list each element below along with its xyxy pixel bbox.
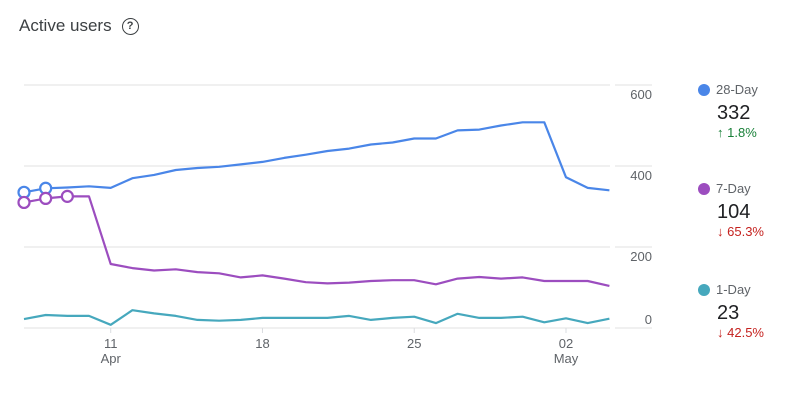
legend-label: 1-Day — [716, 282, 751, 297]
series-color-dot-icon — [698, 83, 710, 96]
data-point-marker[interactable] — [60, 189, 74, 203]
series-line-7-day[interactable] — [23, 195, 610, 287]
legend-value: 104 — [717, 201, 751, 223]
data-point-marker[interactable] — [39, 191, 53, 205]
series-line-1-day[interactable] — [23, 309, 610, 326]
legend-value: 23 — [717, 302, 740, 324]
arrow-down-icon: ↓ — [717, 325, 724, 340]
help-circle-icon[interactable]: ? — [121, 17, 139, 35]
legend-item-28-day[interactable]: 28-Day 332 ↑ 1.8% — [698, 82, 758, 140]
x-tick-month: Apr — [101, 351, 122, 366]
x-tick-month: May — [554, 351, 579, 366]
legend-change: ↓ 42.5% — [717, 325, 764, 340]
x-tick-label: 25 — [407, 336, 421, 351]
series-color-dot-icon — [698, 182, 710, 195]
legend-change: ↑ 1.8% — [717, 125, 757, 140]
legend-label: 28-Day — [716, 82, 758, 97]
y-tick-label: 0 — [645, 312, 652, 327]
y-tick-label: 200 — [630, 249, 652, 264]
x-tick-label: 18 — [255, 336, 269, 351]
y-tick-label: 600 — [630, 87, 652, 102]
arrow-up-icon: ↑ — [717, 125, 724, 140]
legend-item-1-day[interactable]: 1-Day 23 ↓ 42.5% — [698, 282, 764, 340]
y-tick-label: 400 — [630, 168, 652, 183]
series-color-dot-icon — [698, 283, 710, 296]
arrow-down-icon: ↓ — [717, 224, 724, 239]
series-line-28-day[interactable] — [23, 121, 610, 194]
x-tick-label: 11 — [104, 336, 118, 351]
card-title: Active users ? — [19, 16, 139, 36]
legend-label: 7-Day — [716, 181, 751, 196]
legend-change: ↓ 65.3% — [717, 224, 764, 239]
x-tick-label: 02 — [559, 336, 573, 351]
title-text: Active users — [19, 16, 112, 35]
data-point-marker[interactable] — [17, 195, 31, 210]
legend-value: 332 — [717, 102, 751, 124]
legend-item-7-day[interactable]: 7-Day 104 ↓ 65.3% — [698, 181, 764, 239]
